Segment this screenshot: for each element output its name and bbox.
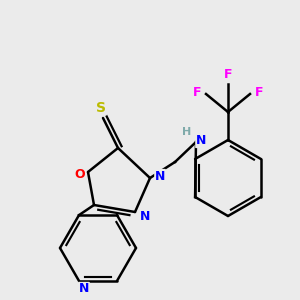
Text: N: N <box>79 282 89 296</box>
Text: N: N <box>140 211 150 224</box>
Text: F: F <box>255 85 263 98</box>
Text: N: N <box>155 169 165 182</box>
Text: F: F <box>224 68 232 80</box>
Text: H: H <box>182 127 192 137</box>
Text: F: F <box>193 85 201 98</box>
Text: S: S <box>96 101 106 115</box>
Text: N: N <box>196 134 206 148</box>
Text: O: O <box>75 167 85 181</box>
